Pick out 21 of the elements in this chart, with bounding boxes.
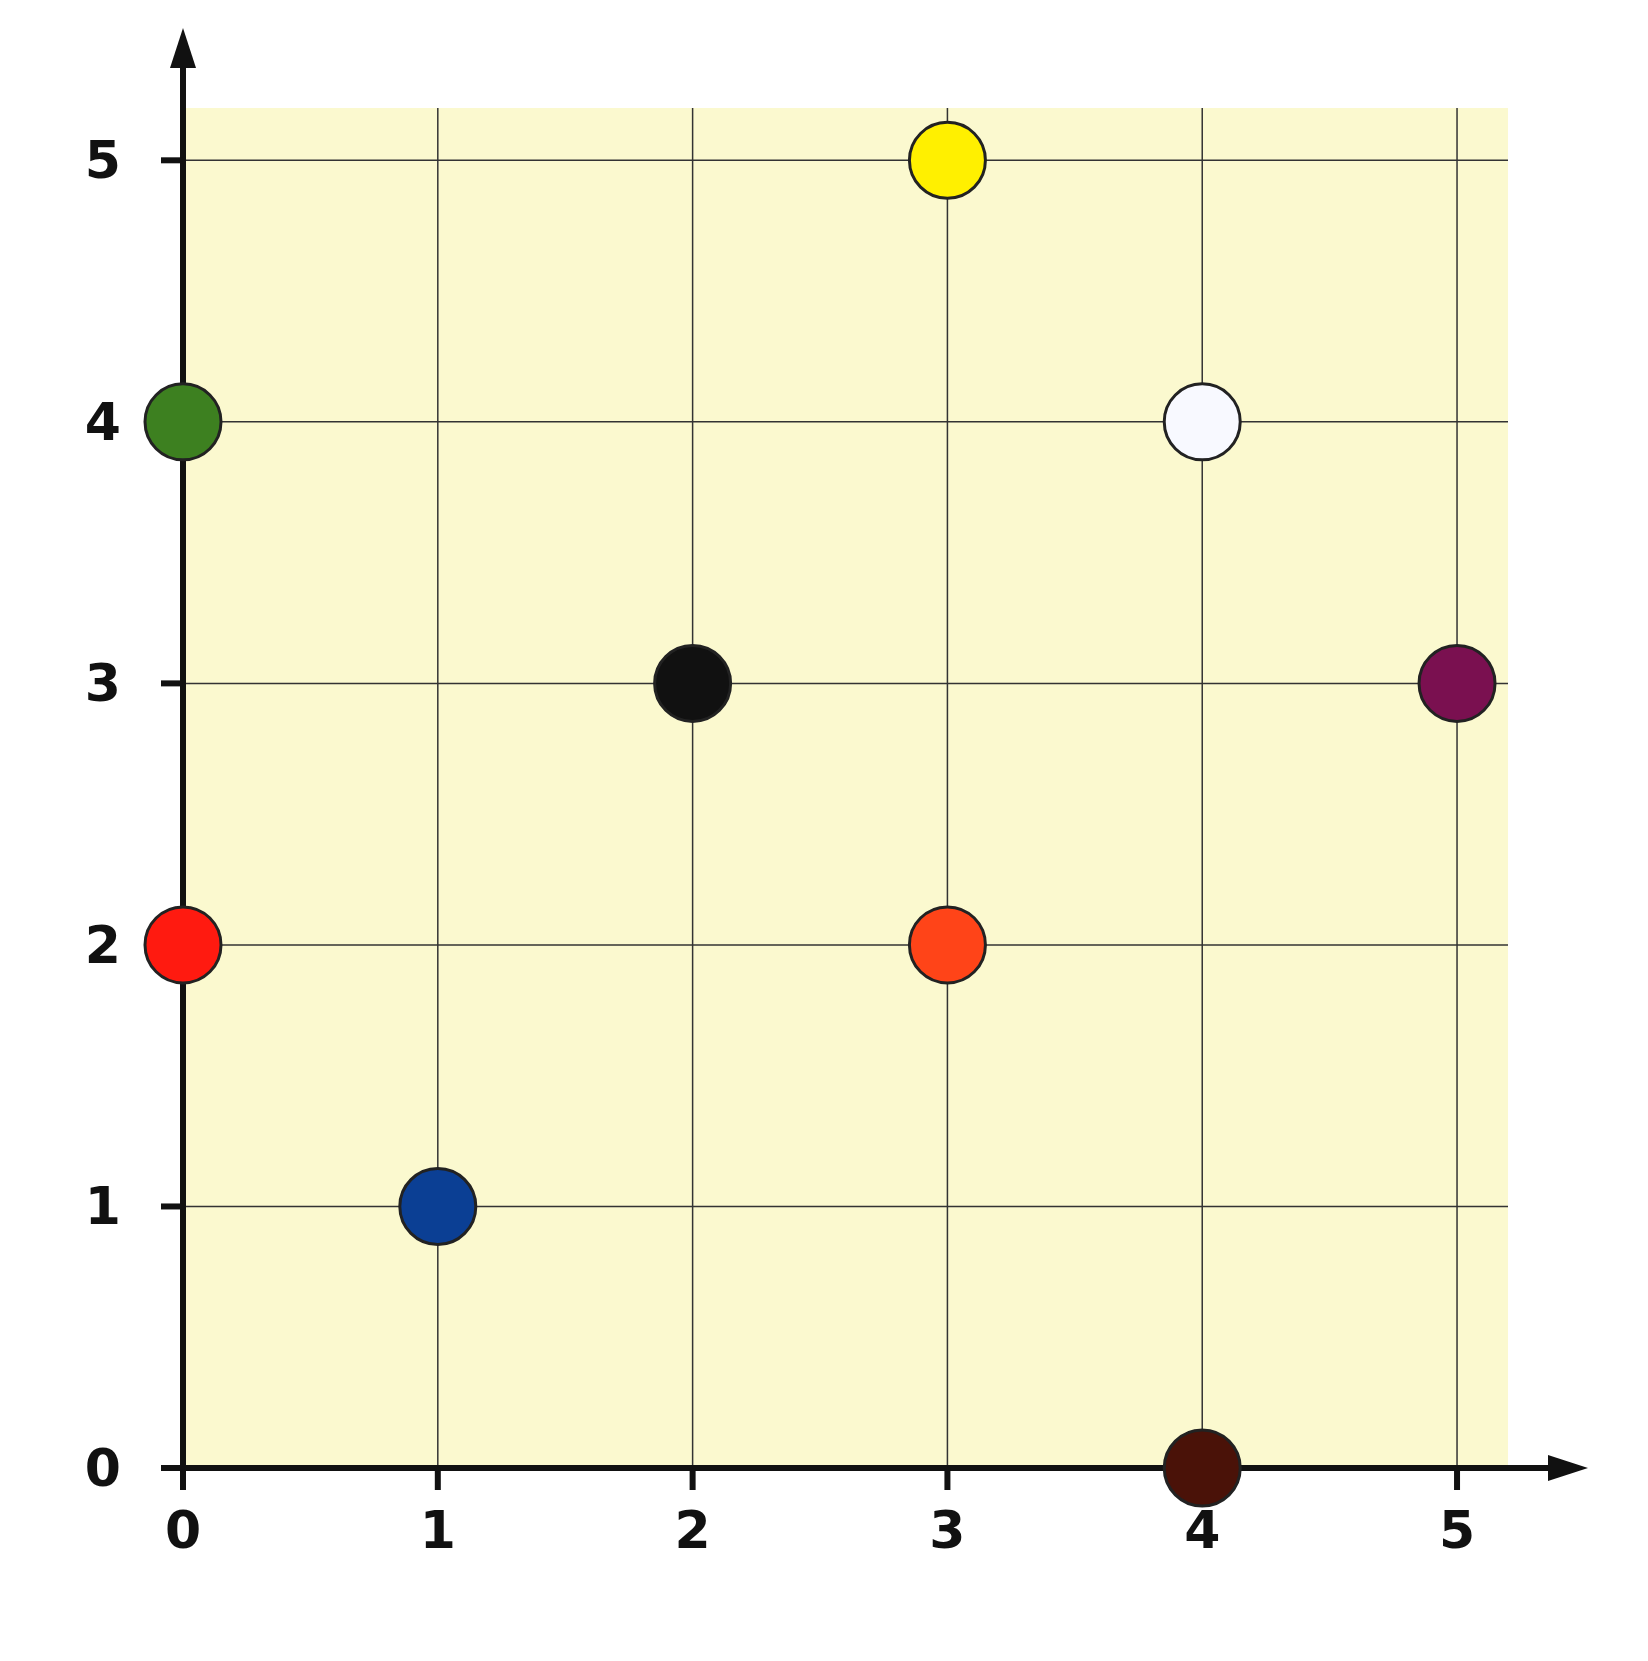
y-tick-label: 1 bbox=[84, 1176, 121, 1237]
point bbox=[653, 643, 733, 723]
point bbox=[907, 905, 987, 985]
x-tick-label: 2 bbox=[674, 1500, 711, 1560]
y-tick-label: 5 bbox=[84, 130, 121, 191]
point bbox=[1162, 382, 1242, 462]
point bbox=[398, 1166, 478, 1246]
y-tick-label: 0 bbox=[84, 1438, 121, 1498]
y-tick-label: 4 bbox=[84, 391, 121, 452]
point bbox=[1417, 643, 1497, 723]
y-tick-label: 2 bbox=[84, 914, 121, 975]
x-tick-label: 4 bbox=[1184, 1500, 1221, 1560]
x-tick-label: 3 bbox=[929, 1500, 966, 1560]
x-tick-label: 1 bbox=[419, 1500, 456, 1560]
x-tick-label: 5 bbox=[1438, 1500, 1476, 1560]
y-tick-label: 3 bbox=[84, 653, 121, 714]
point bbox=[907, 120, 987, 200]
x-tick-label: 0 bbox=[164, 1500, 202, 1560]
point bbox=[143, 382, 223, 462]
point bbox=[1162, 1428, 1242, 1508]
point bbox=[143, 905, 223, 985]
